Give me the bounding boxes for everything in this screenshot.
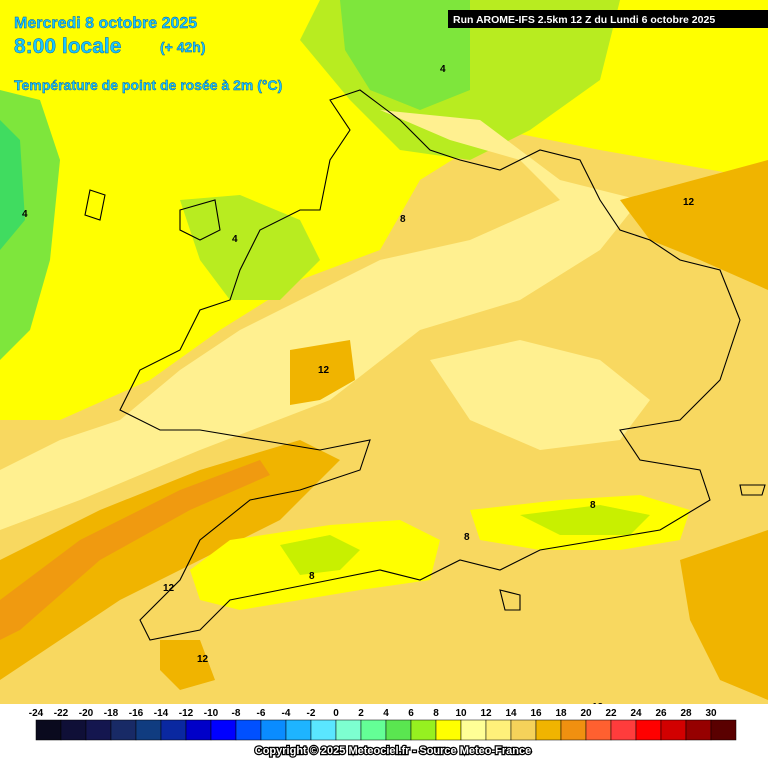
colorbar-swatch	[485, 719, 512, 741]
colorbar-swatch	[410, 719, 437, 741]
colorbar-swatch	[85, 719, 112, 741]
contour-label: 4	[22, 209, 28, 220]
colorbar-swatch	[210, 719, 237, 741]
contour-label: 12	[683, 197, 695, 208]
contour-label: 12	[318, 365, 330, 376]
colorbar-label: -22	[54, 708, 69, 719]
contour-label: 8	[590, 500, 596, 511]
colorbar-label: 28	[680, 708, 692, 719]
colorbar-swatch	[310, 719, 337, 741]
colorbar-swatch	[335, 719, 362, 741]
colorbar-swatch	[185, 719, 212, 741]
colorbar-swatch	[235, 719, 262, 741]
colorbar-label: -2	[307, 708, 316, 719]
colorbar-label: -14	[154, 708, 169, 719]
colorbar-label: -18	[104, 708, 119, 719]
colorbar-swatch	[585, 719, 612, 741]
colorbar-swatch	[535, 719, 562, 741]
contour-label: 4	[440, 64, 446, 75]
colorbar-swatch	[710, 719, 737, 741]
colorbar: -24 -22 -20 -18 -16 -14 -12 -10 -8 -6 -4 -2 0 2 4 6 8 10 1…	[29, 708, 737, 741]
colorbar-label: 26	[655, 708, 667, 719]
colorbar-label: -6	[257, 708, 266, 719]
colorbar-label: 8	[433, 708, 439, 719]
colorbar-label: -24	[29, 708, 44, 719]
colorbar-swatch	[135, 719, 162, 741]
colorbar-label: 0	[333, 708, 339, 719]
colorbar-swatch	[360, 719, 387, 741]
colorbar-label: 16	[530, 708, 542, 719]
contour-label: 12	[163, 583, 175, 594]
colorbar-label: 14	[505, 708, 517, 719]
colorbar-swatch	[510, 719, 537, 741]
colorbar-swatch	[35, 719, 62, 741]
colorbar-swatch	[685, 719, 712, 741]
colorbar-swatch	[110, 719, 137, 741]
colorbar-swatch	[60, 719, 87, 741]
colorbar-swatch	[660, 719, 687, 741]
colorbar-label: 6	[408, 708, 414, 719]
colorbar-label: 30	[705, 708, 717, 719]
colorbar-label: -10	[204, 708, 219, 719]
colorbar-label: 4	[383, 708, 389, 719]
colorbar-swatch	[610, 719, 637, 741]
contour-label: 8	[400, 214, 406, 225]
run-box	[448, 10, 768, 28]
parameter: Température de point de rosée à 2m (°C)	[14, 77, 282, 93]
date: Mercredi 8 octobre 2025	[14, 15, 197, 32]
time: 8:00 locale	[14, 35, 121, 58]
colorbar-label: -12	[179, 708, 194, 719]
colorbar-swatch	[435, 719, 462, 741]
contour-label: 12	[197, 654, 209, 665]
contour-label: 8	[464, 532, 470, 543]
colorbar-label: 20	[580, 708, 592, 719]
colorbar-label: -8	[232, 708, 241, 719]
colorbar-label: -4	[282, 708, 291, 719]
colorbar-label: -16	[129, 708, 144, 719]
colorbar-label: 12	[480, 708, 492, 719]
colorbar-label: 18	[555, 708, 567, 719]
coastlines	[84, 89, 766, 641]
colorbar-label: 22	[605, 708, 617, 719]
contour-label: 8	[309, 571, 315, 582]
contour-label: 4	[232, 234, 238, 245]
colorbar-swatch	[635, 719, 662, 741]
colorbar-swatch	[460, 719, 487, 741]
colorbar-swatch	[285, 719, 312, 741]
colorbar-label: 24	[630, 708, 642, 719]
colorbar-swatch	[160, 719, 187, 741]
lead: (+ 42h)	[160, 39, 206, 55]
colorbar-swatch	[560, 719, 587, 741]
colorbar-label: 2	[358, 708, 364, 719]
colorbar-swatch	[260, 719, 287, 741]
colorbar-label: 10	[455, 708, 467, 719]
run: Run AROME-IFS 2.5km 12 Z du Lundi 6 octo…	[453, 14, 715, 26]
footer: Copyright © 2025 Meteociel.fr - Source M…	[255, 745, 531, 757]
colorbar-label: -20	[79, 708, 94, 719]
colorbar-swatch	[385, 719, 412, 741]
